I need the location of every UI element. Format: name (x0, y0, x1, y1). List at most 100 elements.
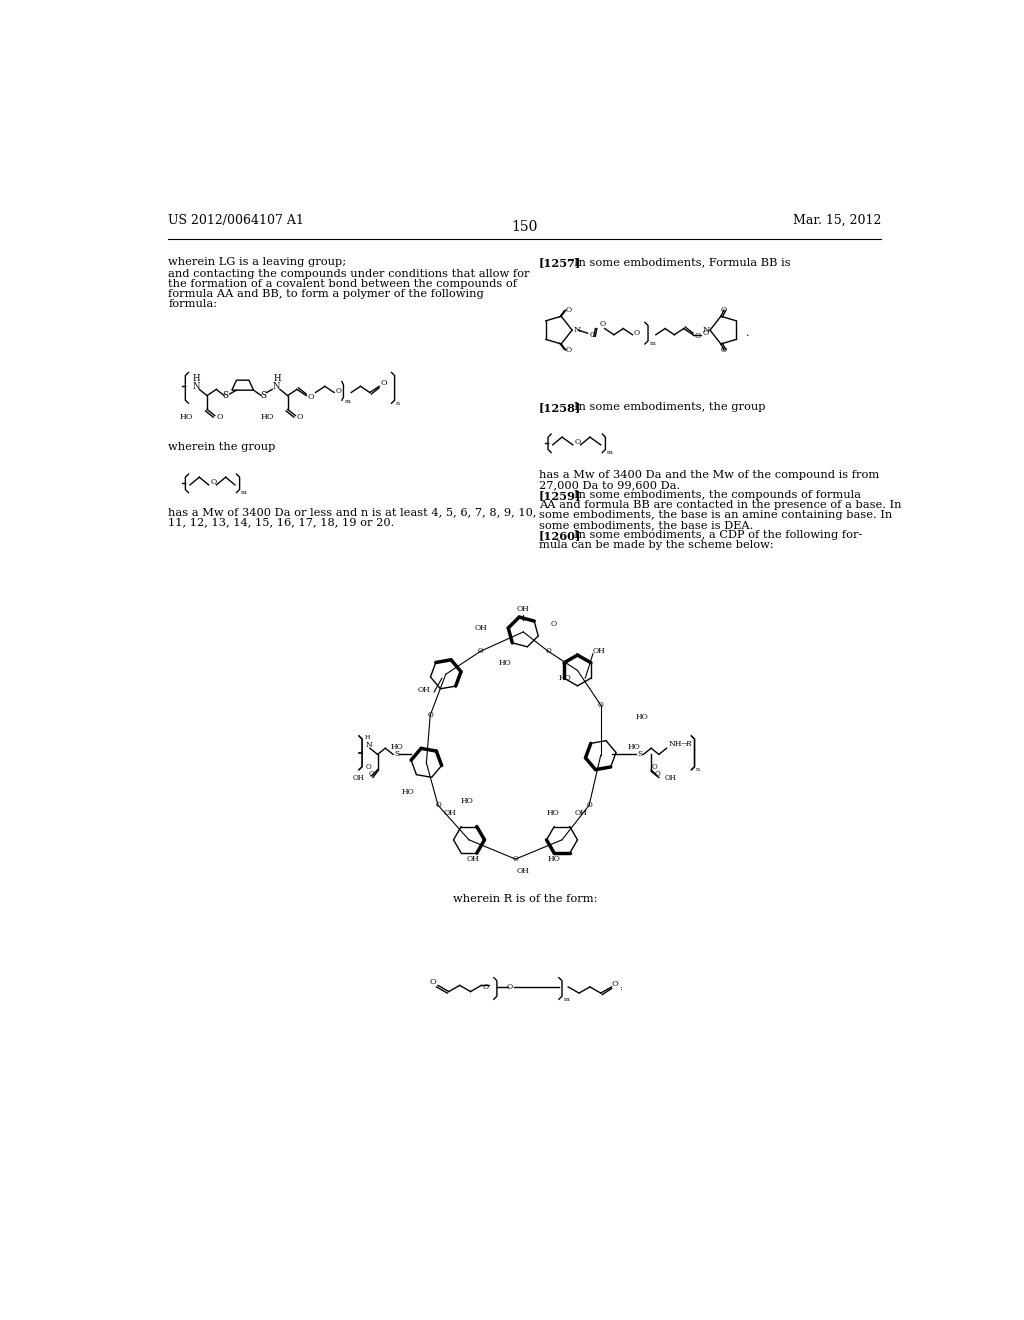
Text: mula can be made by the scheme below:: mula can be made by the scheme below: (539, 540, 773, 550)
Text: n: n (395, 401, 399, 405)
Text: OH: OH (443, 809, 456, 817)
Text: m: m (241, 490, 247, 495)
Text: [1260]: [1260] (539, 531, 582, 541)
Text: NH: NH (669, 739, 682, 747)
Text: has a Mw of 3400 Da and the Mw of the compound is from: has a Mw of 3400 Da and the Mw of the co… (539, 470, 879, 480)
Text: In some embodiments, the compounds of formula: In some embodiments, the compounds of fo… (574, 490, 861, 500)
Text: O: O (210, 478, 216, 486)
Text: OH: OH (575, 809, 588, 817)
Text: US 2012/0064107 A1: US 2012/0064107 A1 (168, 214, 304, 227)
Text: H: H (193, 374, 200, 383)
Text: O: O (478, 647, 483, 655)
Text: In some embodiments, the group: In some embodiments, the group (574, 403, 766, 412)
Text: O: O (634, 329, 640, 337)
Text: 27,000 Da to 99,600 Da.: 27,000 Da to 99,600 Da. (539, 480, 680, 490)
Text: some embodiments, the base is an amine containing base. In: some embodiments, the base is an amine c… (539, 511, 892, 520)
Text: HO: HO (460, 797, 473, 805)
Text: S: S (222, 391, 228, 400)
Text: wherein the group: wherein the group (168, 442, 275, 451)
Text: [1258]: [1258] (539, 403, 581, 413)
Text: HO: HO (628, 743, 641, 751)
Text: O: O (721, 346, 727, 354)
Text: O: O (216, 413, 223, 421)
Text: the formation of a covalent bond between the compounds of: the formation of a covalent bond between… (168, 279, 517, 289)
Text: OH: OH (517, 867, 529, 875)
Text: HO: HO (260, 413, 273, 421)
Text: In some embodiments, Formula BB is: In some embodiments, Formula BB is (574, 257, 791, 267)
Text: HO: HO (180, 413, 194, 421)
Text: O: O (545, 647, 551, 655)
Text: HO: HO (390, 743, 403, 751)
Text: and contacting the compounds under conditions that allow for: and contacting the compounds under condi… (168, 268, 529, 279)
Text: O: O (430, 978, 437, 986)
Text: O: O (336, 387, 342, 395)
Text: AA and formula BB are contacted in the presence of a base. In: AA and formula BB are contacted in the p… (539, 500, 901, 511)
Text: O: O (506, 983, 512, 991)
Text: OH: OH (665, 775, 677, 783)
Text: In some embodiments, a CDP of the following for-: In some embodiments, a CDP of the follow… (574, 531, 863, 540)
Text: N: N (573, 326, 581, 334)
Text: :: : (620, 985, 623, 993)
Text: O: O (513, 855, 518, 863)
Text: O: O (589, 331, 595, 339)
Text: [1259]: [1259] (539, 490, 581, 502)
Text: H: H (273, 374, 281, 383)
Text: some embodiments, the base is DEA.: some embodiments, the base is DEA. (539, 520, 753, 531)
Text: HO: HO (499, 659, 512, 667)
Text: O: O (308, 393, 314, 401)
Text: has a Mw of 3400 Da or less and n is at least 4, 5, 6, 7, 8, 9, 10,: has a Mw of 3400 Da or less and n is at … (168, 507, 537, 517)
Text: —: — (681, 739, 688, 747)
Text: O: O (427, 711, 433, 719)
Text: m: m (345, 399, 351, 404)
Text: OH: OH (593, 647, 606, 655)
Text: HO: HO (402, 788, 415, 796)
Text: OH: OH (474, 624, 487, 632)
Text: HO: HO (636, 713, 648, 721)
Text: O: O (435, 801, 441, 809)
Text: OH: OH (517, 605, 529, 612)
Text: N: N (702, 326, 710, 334)
Text: OH: OH (352, 775, 365, 783)
Text: OH: OH (467, 855, 479, 863)
Text: n: n (696, 767, 700, 772)
Text: .: . (745, 329, 750, 338)
Text: 150: 150 (512, 220, 538, 234)
Text: O: O (483, 983, 489, 991)
Text: O: O (565, 346, 571, 354)
Text: formula:: formula: (168, 298, 217, 309)
Text: O: O (574, 438, 581, 446)
Text: 11, 12, 13, 14, 15, 16, 17, 18, 19 or 20.: 11, 12, 13, 14, 15, 16, 17, 18, 19 or 20… (168, 517, 394, 527)
Text: [1257]: [1257] (539, 257, 581, 268)
Text: O: O (721, 306, 727, 314)
Text: HO: HO (548, 855, 560, 863)
Text: R: R (685, 739, 691, 747)
Text: wherein R is of the form:: wherein R is of the form: (453, 894, 597, 904)
Text: O: O (611, 979, 618, 987)
Text: N: N (366, 741, 372, 750)
Text: H: H (366, 735, 371, 741)
Text: O: O (366, 763, 371, 771)
Text: m: m (649, 342, 655, 346)
Text: HO: HO (547, 809, 559, 817)
Text: S: S (394, 750, 399, 759)
Text: wherein LG is a leaving group;: wherein LG is a leaving group; (168, 257, 346, 267)
Text: O: O (600, 319, 606, 327)
Text: O: O (565, 306, 571, 314)
Text: O: O (598, 701, 603, 709)
Text: O: O (587, 801, 592, 809)
Text: O: O (369, 771, 374, 779)
Text: O: O (381, 379, 387, 387)
Text: m: m (607, 450, 612, 455)
Text: HO: HO (558, 675, 570, 682)
Text: N: N (273, 381, 281, 391)
Text: O: O (297, 413, 303, 421)
Text: S: S (260, 391, 266, 400)
Text: m: m (563, 997, 569, 1002)
Text: O: O (651, 763, 657, 771)
Text: O: O (702, 329, 709, 337)
Text: OH: OH (418, 685, 430, 694)
Text: S: S (637, 750, 642, 759)
Text: O: O (550, 620, 556, 628)
Text: formula AA and BB, to form a polymer of the following: formula AA and BB, to form a polymer of … (168, 289, 484, 298)
Text: O: O (654, 771, 660, 779)
